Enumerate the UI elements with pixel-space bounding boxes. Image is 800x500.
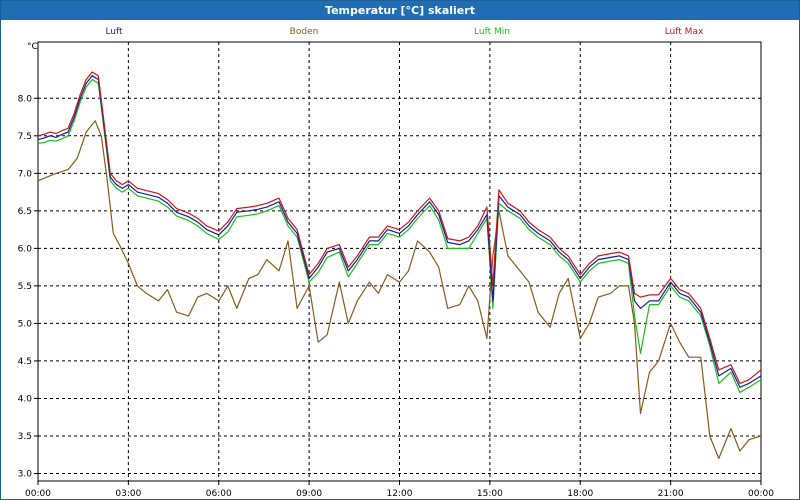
- series-lines: [37, 71, 762, 460]
- legend-entry: Luft Min: [474, 27, 510, 37]
- y-tick-label: 8.0: [18, 94, 33, 104]
- x-tick-time: 00:00: [25, 489, 51, 499]
- y-tick-label: 7.0: [18, 169, 33, 179]
- legend: Luft Boden Luft Min Luft Max: [105, 27, 704, 37]
- y-tick-label: 3.5: [18, 432, 32, 442]
- y-tick-label: 7.5: [18, 132, 32, 142]
- y-tick-label: 5.0: [18, 319, 33, 329]
- y-tick-label: 4.5: [18, 357, 32, 367]
- y-axis: 3.0 3.5 4.0 4.5 5.0 5.5 6.0 6.5 7.0 7.5 8.0: [18, 94, 38, 479]
- legend-entry: Luft: [105, 27, 123, 37]
- x-tick-time: 21:00: [658, 489, 684, 499]
- y-tick-label: 6.0: [18, 244, 33, 254]
- temperature-chart: 3.03.54.04.55.05.56.06.57.07.58.0 00:00 0…: [18, 27, 775, 499]
- y-tick-label: 4.0: [18, 394, 33, 404]
- series-line: [37, 120, 762, 460]
- x-tick-time: 03:00: [115, 489, 141, 499]
- grid: [38, 42, 761, 481]
- x-tick-time: 18:00: [567, 489, 593, 499]
- chart-title: Temperatur [°C] skaliert: [1, 1, 799, 20]
- series-line: [37, 78, 762, 393]
- x-tick-time: 09:00: [296, 489, 322, 499]
- y-tick-label: 3.0: [18, 469, 33, 479]
- x-tick-time: 00:00: [748, 489, 774, 499]
- y-tick-label: 6.5: [18, 207, 32, 217]
- legend-entry: Boden: [290, 27, 319, 37]
- y-tick-label: 5.5: [18, 282, 32, 292]
- x-tick-time: 06:00: [206, 489, 232, 499]
- series-line: [37, 75, 762, 388]
- series-line: [37, 71, 762, 384]
- y-axis-label: °C: [27, 42, 38, 52]
- x-tick-time: 12:00: [387, 489, 413, 499]
- legend-entry: Luft Max: [665, 27, 704, 37]
- x-tick-time: 15:00: [477, 489, 503, 499]
- x-axis: 00:0008.01.1903:0008.01.1906:0008.01.190…: [25, 481, 774, 499]
